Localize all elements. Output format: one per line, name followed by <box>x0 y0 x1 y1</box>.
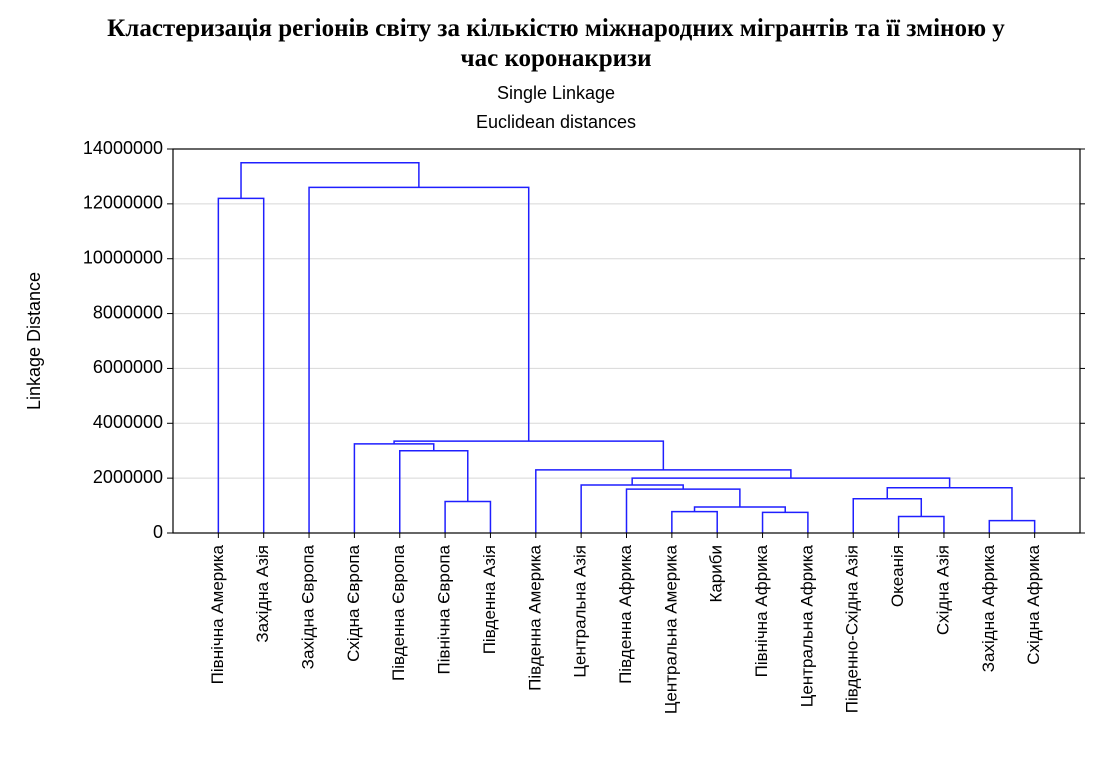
leaf-label: Південна Азія <box>480 545 499 654</box>
chart-subtitle: Euclidean distances <box>476 112 636 132</box>
leaf-label: Західна Африка <box>979 544 998 672</box>
dendrogram-link <box>897 515 945 533</box>
leaf-label: Південна Африка <box>616 544 635 683</box>
leaf-label: Центральна Азія <box>571 545 590 678</box>
dendrogram-link <box>308 186 530 533</box>
dendrogram-link <box>399 449 469 533</box>
leaf-label: Північна Америка <box>208 544 227 684</box>
y-tick-label: 0 <box>153 522 163 542</box>
dendrogram-link <box>988 519 1036 533</box>
dendrogram-link <box>217 197 265 533</box>
dendrogram-link <box>886 486 1013 521</box>
chart-subtitle: Single Linkage <box>497 83 615 103</box>
y-tick-label: 12000000 <box>83 193 163 213</box>
leaf-label: Східна Африка <box>1024 544 1043 664</box>
leaf-label: Східна Азія <box>933 545 952 635</box>
leaf-label: Західна Азія <box>253 545 272 643</box>
leaf-label: Східна Європа <box>344 544 363 661</box>
dendrogram-link <box>693 506 786 513</box>
y-axis-label: Linkage Distance <box>24 272 44 410</box>
y-tick-label: 6000000 <box>93 357 163 377</box>
y-tick-label: 4000000 <box>93 412 163 432</box>
leaf-label: Південна Америка <box>525 544 544 690</box>
leaf-label: Центральна Африка <box>797 544 816 707</box>
dendrogram-link <box>671 510 718 533</box>
leaf-label: Південна Європа <box>389 544 408 681</box>
dendrogram-link <box>580 484 684 533</box>
y-tick-label: 2000000 <box>93 467 163 487</box>
dendrogram-link <box>631 477 951 488</box>
dendrogram-link <box>761 511 809 533</box>
dendrogram-link <box>535 469 792 533</box>
dendrogram-link <box>240 161 420 199</box>
leaf-label: Центральна Америка <box>661 544 680 714</box>
dendrogram-link <box>353 443 435 533</box>
leaf-label: Північна Європа <box>435 544 454 674</box>
y-tick-label: 8000000 <box>93 302 163 322</box>
plot-frame <box>172 148 1081 534</box>
leaf-label: Північна Африка <box>752 544 771 677</box>
leaf-label: Західна Європа <box>299 544 318 669</box>
chart-title: Кластеризація регіонів світу за кількіст… <box>107 15 1005 72</box>
leaf-label: Океанія <box>888 545 907 607</box>
y-tick-label: 14000000 <box>83 138 163 158</box>
y-tick-label: 10000000 <box>83 247 163 267</box>
leaf-label: Кариби <box>707 545 726 603</box>
dendrogram-link <box>444 500 492 533</box>
leaf-label: Південно-Східна Азія <box>843 545 862 713</box>
